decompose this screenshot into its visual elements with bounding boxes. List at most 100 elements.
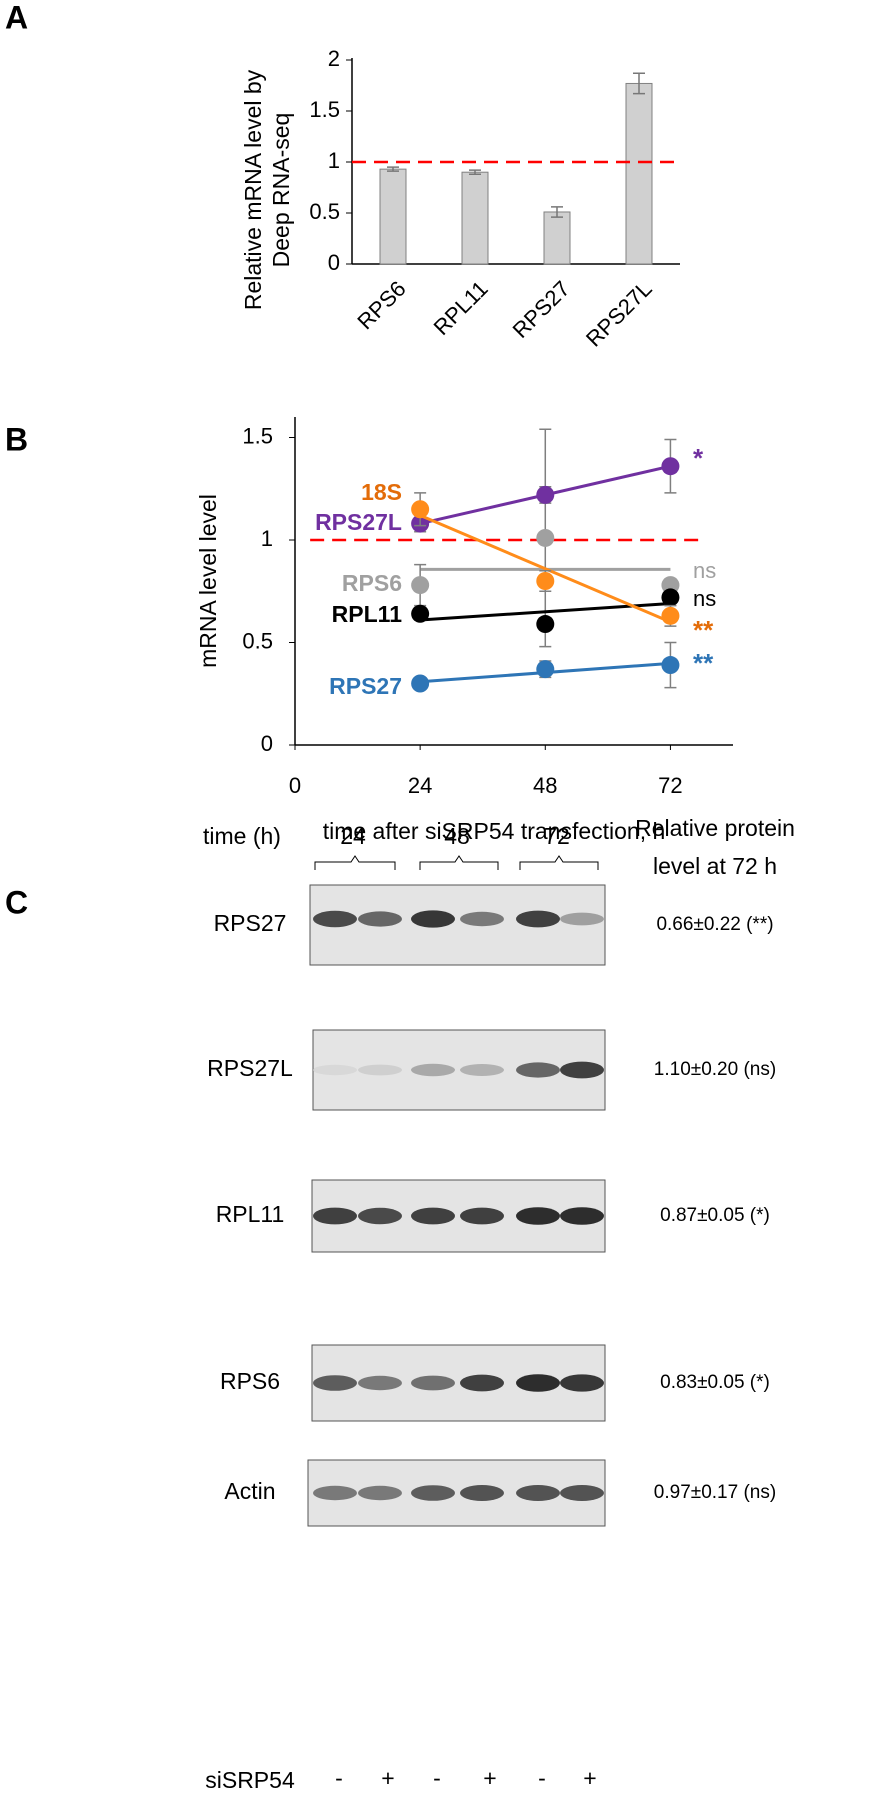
- data-point: [661, 576, 680, 595]
- blot-band: [358, 1207, 402, 1225]
- protein-label: RPS6: [220, 1368, 280, 1394]
- bracket: [519, 855, 599, 870]
- treatment-sign: -: [538, 1765, 546, 1791]
- x-tick-label: RPS6: [352, 276, 410, 334]
- protein-value: 0.87±0.05 (*): [660, 1205, 770, 1226]
- y-axis-label: Deep RNA-seq: [268, 113, 294, 268]
- blot-band: [411, 1375, 455, 1391]
- value-header: level at 72 h: [653, 853, 777, 879]
- blot-band: [560, 1061, 604, 1079]
- blot-band: [460, 1207, 504, 1225]
- treatment-label: siSRP54: [205, 1767, 295, 1793]
- data-point: [536, 528, 555, 547]
- protein-value: 0.97±0.17 (ns): [654, 1482, 776, 1503]
- bar: [461, 171, 489, 265]
- blot-band: [411, 1485, 455, 1501]
- blot-band: [560, 1374, 604, 1392]
- data-point: [411, 604, 430, 623]
- time-value: 72: [544, 823, 570, 849]
- time-value: 48: [444, 823, 470, 849]
- blot-band: [516, 1374, 560, 1392]
- series-label: RPS27: [329, 673, 402, 699]
- treatment-sign: -: [433, 1765, 441, 1791]
- data-point: [661, 656, 680, 675]
- protein-value: 0.66±0.22 (**): [656, 914, 773, 935]
- bar: [625, 82, 653, 265]
- protein-label: Actin: [224, 1478, 275, 1504]
- x-tick-label: 48: [533, 773, 557, 798]
- y-tick-label: 0.5: [309, 199, 340, 224]
- significance-label: **: [693, 648, 714, 678]
- time-value: 24: [340, 823, 366, 849]
- blot-band: [411, 1207, 455, 1225]
- y-tick-label: 0: [261, 731, 273, 756]
- y-tick-label: 1.5: [309, 97, 340, 122]
- y-tick-label: 0: [328, 250, 340, 275]
- blot-band: [560, 1207, 604, 1225]
- bracket: [419, 855, 499, 870]
- bar: [543, 211, 571, 265]
- treatment-sign: -: [335, 1765, 343, 1791]
- error-bar: [387, 166, 399, 172]
- panel-letter: A: [5, 0, 28, 35]
- data-point: [661, 457, 680, 476]
- protein-value: 1.10±0.20 (ns): [654, 1059, 776, 1080]
- data-point: [536, 615, 555, 634]
- panel-letter: C: [5, 884, 28, 920]
- blot-band: [460, 1485, 504, 1501]
- series-label: RPS27L: [315, 509, 402, 535]
- protein-label: RPS27L: [207, 1055, 293, 1081]
- data-point: [661, 606, 680, 625]
- blot-band: [358, 911, 402, 927]
- blot-band: [313, 910, 357, 928]
- significance-label: *: [693, 443, 704, 473]
- y-tick-label: 0.5: [242, 628, 273, 653]
- figure-body: A B C 0 0.5 1 1.5 2 Relative mRNA level by Deep R…: [5, 0, 795, 1793]
- y-tick-label: 2: [328, 46, 340, 71]
- treatment-sign: +: [381, 1765, 394, 1791]
- y-tick-label: 1: [328, 148, 340, 173]
- significance-label: **: [693, 615, 714, 645]
- significance-label: ns: [693, 586, 716, 611]
- treatment-sign: +: [483, 1765, 496, 1791]
- blot-band: [460, 911, 504, 927]
- protein-value: 0.83±0.05 (*): [660, 1372, 770, 1393]
- blot-band: [516, 1207, 560, 1225]
- blot-band: [560, 1485, 604, 1501]
- blot-band: [560, 912, 604, 926]
- x-tick-label: RPL11: [429, 276, 493, 340]
- y-tick-label: 1.5: [242, 423, 273, 448]
- error-bar: [551, 206, 563, 218]
- blot-band: [313, 1207, 357, 1225]
- error-bar: [469, 169, 481, 175]
- blot-band: [313, 1485, 357, 1501]
- blot-band: [358, 1064, 402, 1076]
- blot-band: [460, 1064, 504, 1076]
- blot-band: [358, 1375, 402, 1391]
- series-label: 18S: [361, 479, 402, 505]
- blot-band: [411, 910, 455, 928]
- data-point: [536, 572, 555, 590]
- bar: [379, 168, 407, 265]
- blot-band: [313, 1375, 357, 1391]
- blot-band: [516, 1485, 560, 1501]
- protein-label: RPS27: [214, 910, 287, 936]
- x-tick-label: RPS27: [508, 276, 575, 343]
- x-tick-label: 72: [658, 773, 682, 798]
- panel-letter: B: [5, 421, 28, 457]
- treatment-sign: +: [583, 1765, 596, 1791]
- blot-band: [358, 1485, 402, 1501]
- blot-image: [309, 884, 606, 966]
- data-point: [661, 588, 680, 607]
- value-header: Relative protein: [635, 815, 795, 841]
- data-point: [536, 485, 555, 504]
- series-label: RPS6: [342, 570, 402, 596]
- time-label: time (h): [203, 823, 281, 849]
- x-axis-label: time after siSRP54 transfection, h: [323, 818, 666, 844]
- y-axis-label: mRNA level level: [195, 494, 221, 668]
- data-point: [536, 660, 555, 679]
- data-point: [411, 576, 430, 595]
- x-tick-label: 0: [289, 773, 301, 798]
- trend-line: [420, 602, 671, 622]
